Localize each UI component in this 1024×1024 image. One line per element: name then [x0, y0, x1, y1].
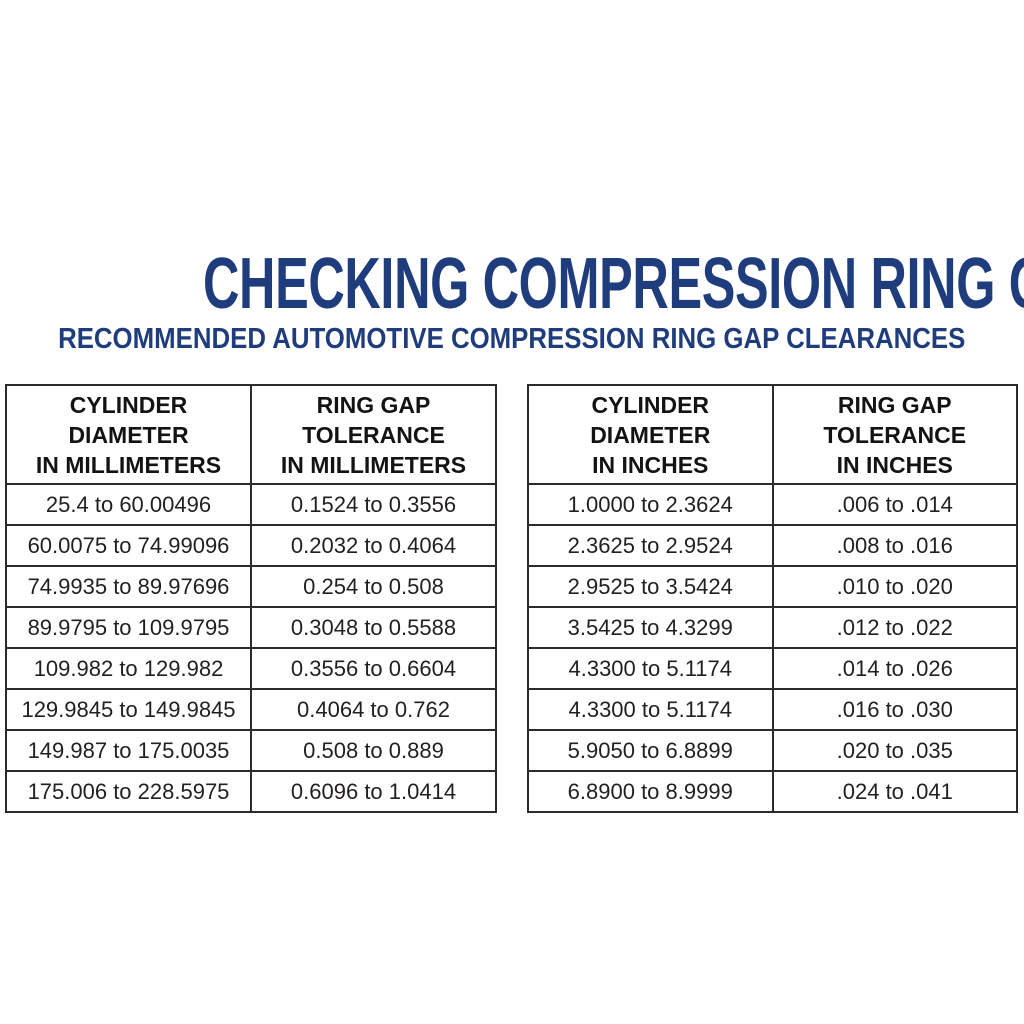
- cell-ring-gap-tolerance: .016 to .030: [771, 688, 1018, 731]
- cell-cylinder-diameter: 1.0000 to 2.3624: [527, 483, 774, 526]
- table-row: 1.0000 to 2.3624 .006 to .014: [527, 483, 1018, 526]
- table-row: 4.3300 to 5.1174 .016 to .030: [527, 688, 1018, 731]
- inch-spec-table: CYLINDER DIAMETER IN INCHES RING GAP TOL…: [527, 384, 1018, 813]
- header-line: CYLINDER: [591, 391, 710, 418]
- cell-cylinder-diameter: 5.9050 to 6.8899: [527, 729, 774, 772]
- table-row: 2.9525 to 3.5424 .010 to .020: [527, 565, 1018, 608]
- page-subtitle-row: RECOMMENDED AUTOMOTIVE COMPRESSION RING …: [0, 301, 1024, 378]
- column-header-ring-gap-tolerance-in: RING GAP TOLERANCE IN INCHES: [771, 384, 1018, 485]
- table-header-row: CYLINDER DIAMETER IN INCHES RING GAP TOL…: [527, 384, 1018, 485]
- table-row: 74.9935 to 89.97696 0.254 to 0.508: [5, 565, 497, 608]
- table-row: 3.5425 to 4.3299 .012 to .022: [527, 606, 1018, 649]
- page-title-row: CHECKING COMPRESSION RING GAPS: [0, 200, 1024, 368]
- cell-cylinder-diameter: 6.8900 to 8.9999: [527, 770, 774, 813]
- header-line: DIAMETER: [68, 421, 189, 448]
- table-row: 6.8900 to 8.9999 .024 to .041: [527, 770, 1018, 813]
- header-line: IN INCHES: [836, 451, 953, 478]
- cell-ring-gap-tolerance: 0.254 to 0.508: [250, 565, 497, 608]
- table-row: 25.4 to 60.00496 0.1524 to 0.3556: [5, 483, 497, 526]
- cell-ring-gap-tolerance: .024 to .041: [771, 770, 1018, 813]
- metric-table-head: CYLINDER DIAMETER IN MILLIMETERS RING GA…: [5, 384, 497, 485]
- page-title: CHECKING COMPRESSION RING GAPS: [202, 244, 1024, 325]
- header-line: RING GAP: [316, 391, 431, 418]
- header-line: IN MILLIMETERS: [280, 451, 467, 478]
- cell-cylinder-diameter: 3.5425 to 4.3299: [527, 606, 774, 649]
- cell-ring-gap-tolerance: 0.6096 to 1.0414: [250, 770, 497, 813]
- cell-ring-gap-tolerance: 0.4064 to 0.762: [250, 688, 497, 731]
- cell-ring-gap-tolerance: .012 to .022: [771, 606, 1018, 649]
- page-subtitle: RECOMMENDED AUTOMOTIVE COMPRESSION RING …: [58, 323, 966, 356]
- cell-cylinder-diameter: 74.9935 to 89.97696: [5, 565, 252, 608]
- cell-cylinder-diameter: 4.3300 to 5.1174: [527, 647, 774, 690]
- table-row: 5.9050 to 6.8899 .020 to .035: [527, 729, 1018, 772]
- metric-spec-table: CYLINDER DIAMETER IN MILLIMETERS RING GA…: [5, 384, 497, 813]
- table-row: 2.3625 to 2.9524 .008 to .016: [527, 524, 1018, 567]
- cell-ring-gap-tolerance: .006 to .014: [771, 483, 1018, 526]
- header-line: TOLERANCE: [823, 421, 967, 448]
- cell-ring-gap-tolerance: 0.508 to 0.889: [250, 729, 497, 772]
- header-line: CYLINDER: [69, 391, 188, 418]
- table-row: 109.982 to 129.982 0.3556 to 0.6604: [5, 647, 497, 690]
- table-row: 89.9795 to 109.9795 0.3048 to 0.5588: [5, 606, 497, 649]
- inch-table-body: 1.0000 to 2.3624 .006 to .014 2.3625 to …: [527, 483, 1018, 813]
- table-row: 129.9845 to 149.9845 0.4064 to 0.762: [5, 688, 497, 731]
- table-row: 175.006 to 228.5975 0.6096 to 1.0414: [5, 770, 497, 813]
- header-line: IN INCHES: [592, 451, 709, 478]
- cell-cylinder-diameter: 2.3625 to 2.9524: [527, 524, 774, 567]
- cell-cylinder-diameter: 149.987 to 175.0035: [5, 729, 252, 772]
- cell-cylinder-diameter: 109.982 to 129.982: [5, 647, 252, 690]
- table-row: 149.987 to 175.0035 0.508 to 0.889: [5, 729, 497, 772]
- header-line: TOLERANCE: [302, 421, 445, 448]
- cell-cylinder-diameter: 2.9525 to 3.5424: [527, 565, 774, 608]
- cell-cylinder-diameter: 129.9845 to 149.9845: [5, 688, 252, 731]
- cell-cylinder-diameter: 4.3300 to 5.1174: [527, 688, 774, 731]
- metric-table-body: 25.4 to 60.00496 0.1524 to 0.3556 60.007…: [5, 483, 497, 813]
- table-row: 60.0075 to 74.99096 0.2032 to 0.4064: [5, 524, 497, 567]
- inch-table-head: CYLINDER DIAMETER IN INCHES RING GAP TOL…: [527, 384, 1018, 485]
- table-row: 4.3300 to 5.1174 .014 to .026: [527, 647, 1018, 690]
- header-line: DIAMETER: [590, 421, 711, 448]
- cell-cylinder-diameter: 60.0075 to 74.99096: [5, 524, 252, 567]
- cell-ring-gap-tolerance: 0.3048 to 0.5588: [250, 606, 497, 649]
- header-line: RING GAP: [837, 391, 952, 418]
- cell-ring-gap-tolerance: .010 to .020: [771, 565, 1018, 608]
- cell-cylinder-diameter: 89.9795 to 109.9795: [5, 606, 252, 649]
- table-header-row: CYLINDER DIAMETER IN MILLIMETERS RING GA…: [5, 384, 497, 485]
- cell-ring-gap-tolerance: .008 to .016: [771, 524, 1018, 567]
- cell-cylinder-diameter: 175.006 to 228.5975: [5, 770, 252, 813]
- cell-cylinder-diameter: 25.4 to 60.00496: [5, 483, 252, 526]
- cell-ring-gap-tolerance: 0.3556 to 0.6604: [250, 647, 497, 690]
- column-header-cylinder-diameter-in: CYLINDER DIAMETER IN INCHES: [527, 384, 774, 485]
- cell-ring-gap-tolerance: 0.2032 to 0.4064: [250, 524, 497, 567]
- cell-ring-gap-tolerance: .014 to .026: [771, 647, 1018, 690]
- column-header-cylinder-diameter-mm: CYLINDER DIAMETER IN MILLIMETERS: [5, 384, 252, 485]
- cell-ring-gap-tolerance: .020 to .035: [771, 729, 1018, 772]
- cell-ring-gap-tolerance: 0.1524 to 0.3556: [250, 483, 497, 526]
- column-header-ring-gap-tolerance-mm: RING GAP TOLERANCE IN MILLIMETERS: [250, 384, 497, 485]
- header-line: IN MILLIMETERS: [35, 451, 222, 478]
